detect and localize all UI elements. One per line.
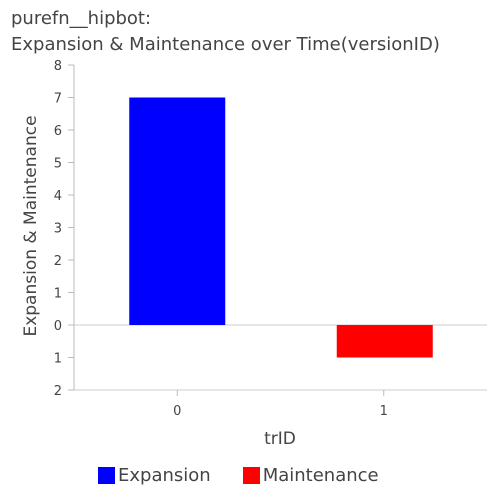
legend-item-expansion: Expansion	[98, 465, 211, 486]
y-tick-label: 0	[54, 319, 62, 334]
legend-label-expansion: Expansion	[118, 465, 211, 486]
y-tick-label: 4	[54, 189, 62, 204]
x-tick-label: 0	[173, 404, 181, 419]
x-axis-title: trID	[264, 429, 296, 449]
y-tick-label: 2	[54, 384, 62, 399]
y-tick-label: 1	[54, 352, 62, 367]
y-axis-title: Expansion & Maintenance	[21, 115, 41, 336]
legend-item-maintenance: Maintenance	[242, 465, 379, 486]
y-axis: 8 7 6 5 4 3 2 1 0 1 2	[54, 59, 75, 399]
x-tick-label: 1	[380, 404, 388, 419]
legend: Expansion Maintenance	[98, 465, 411, 486]
chart-title-line-1: purefn__hipbot:	[11, 8, 152, 29]
y-tick-label: 1	[54, 287, 62, 302]
bar-maintenance-1	[336, 325, 433, 358]
y-tick-label: 3	[54, 222, 62, 237]
legend-label-maintenance: Maintenance	[262, 465, 379, 486]
bars	[129, 97, 433, 358]
y-tick-label: 8	[54, 59, 62, 74]
legend-swatch-expansion	[98, 467, 115, 484]
chart-title: purefn__hipbot: Expansion & Maintenance …	[11, 6, 440, 58]
y-tick-label: 7	[54, 92, 62, 107]
bar-expansion-0	[129, 97, 226, 325]
chart-title-line-2: Expansion & Maintenance over Time(versio…	[11, 34, 440, 55]
y-tick-label: 5	[54, 157, 62, 172]
legend-swatch-maintenance	[242, 467, 260, 484]
y-tick-label: 2	[54, 254, 62, 269]
y-tick-label: 6	[54, 124, 62, 139]
